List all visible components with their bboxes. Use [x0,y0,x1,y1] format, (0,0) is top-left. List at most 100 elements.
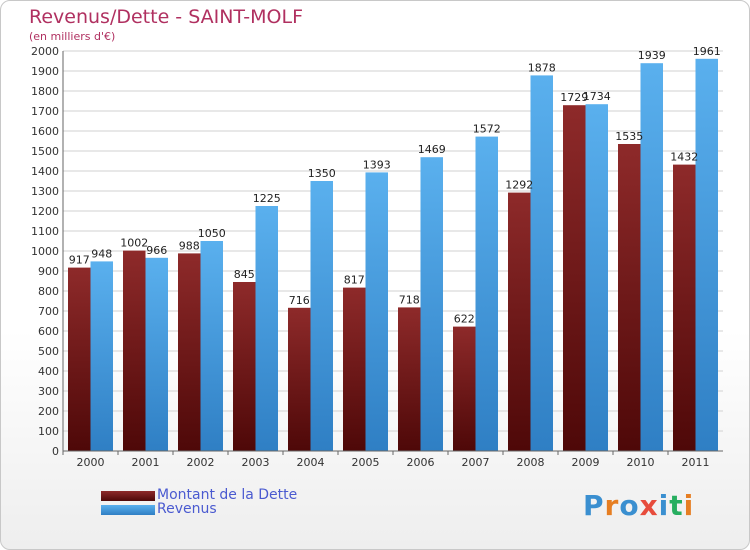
revenus-bar-label: 1393 [363,158,391,171]
debt-bar-label: 622 [454,313,475,326]
axes: 0 100 200 300 400 500 600 700 800 900 1000 1100 1200… [31,45,723,469]
x-tick-label: 2005 [352,456,380,469]
bars [68,58,718,452]
x-tick-label: 2008 [517,456,545,469]
debt-bar [178,253,201,451]
y-tick-label: 200 [38,405,59,418]
debt-bar [233,282,256,451]
revenus-bar [585,104,608,451]
revenus-bar-label: 966 [146,244,167,257]
x-tick-label: 2010 [627,456,655,469]
revenus-bar-label: 1878 [528,61,556,74]
y-tick-label: 1300 [31,185,59,198]
y-tick-label: 1800 [31,85,59,98]
y-tick-label: 1000 [31,245,59,258]
x-tick-label: 2006 [407,456,435,469]
debt-bar [453,326,476,451]
debt-bar-label: 1002 [120,237,148,250]
y-tick-label: 500 [38,345,59,358]
debt-bar [123,250,146,451]
debt-bar [68,267,91,451]
y-tick-label: 1100 [31,225,59,238]
y-tick-label: 1600 [31,125,59,138]
revenus-bar-label: 1961 [693,45,721,58]
debt-bar-label: 817 [344,274,365,287]
y-tick-label: 0 [52,445,59,458]
revenus-bar-label: 1350 [308,167,336,180]
debt-bar [618,144,641,451]
legend-swatch-revenus [101,505,155,515]
revenus-bar [310,181,333,451]
debt-bar [398,307,421,451]
revenus-bar [695,58,718,452]
revenus-bar-label: 1469 [418,143,446,156]
debt-bar-label: 1292 [505,179,533,192]
y-tick-label: 800 [38,285,59,298]
revenus-bar-label: 1572 [473,123,501,136]
x-tick-label: 2002 [187,456,215,469]
y-tick-label: 1200 [31,205,59,218]
revenus-bar [530,75,553,452]
proxiti-logo: Proxiti [583,489,694,522]
revenus-bar [200,241,223,451]
chart-subtitle: (en milliers d'€) [29,30,116,43]
y-tick-label: 900 [38,265,59,278]
revenus-bar-label: 1050 [198,227,226,240]
debt-bar [673,164,696,451]
debt-bar [343,287,366,451]
y-tick-label: 2000 [31,45,59,58]
y-tick-label: 400 [38,365,59,378]
debt-bar [563,105,586,451]
revenus-bar [365,172,388,451]
chart-title: Revenus/Dette - SAINT-MOLF [29,6,304,28]
debt-bar-label: 988 [179,239,200,252]
logo-letter: t [669,489,684,522]
x-tick-label: 2007 [462,456,490,469]
revenus-bar [145,257,168,451]
y-tick-label: 600 [38,325,59,338]
x-tick-label: 2004 [297,456,325,469]
x-tick-label: 2011 [682,456,710,469]
logo-letter: i [658,489,670,522]
revenus-bar [640,63,663,451]
revenus-bar-label: 1939 [638,49,666,62]
debt-bar-label: 1432 [670,151,698,164]
x-tick-label: 2009 [572,456,600,469]
logo-letter: o [619,489,640,522]
debt-bar-label: 716 [289,294,310,307]
revenus-bar [255,206,278,451]
debt-bar [508,192,531,451]
debt-bar-label: 845 [234,268,255,281]
revenus-bar-label: 1734 [583,90,611,103]
logo-letter: x [639,489,659,522]
y-tick-label: 1700 [31,105,59,118]
y-tick-label: 1500 [31,145,59,158]
y-tick-label: 1400 [31,165,59,178]
logo-letter: r [604,489,620,522]
debt-bar [288,307,311,451]
logo-letter: P [583,489,605,522]
debt-bar-label: 1535 [615,130,643,143]
y-tick-label: 100 [38,425,59,438]
y-tick-label: 1900 [31,65,59,78]
revenus-bar [90,261,113,451]
logo-letter: i [683,489,695,522]
y-tick-label: 700 [38,305,59,318]
debt-bar-label: 718 [399,293,420,306]
revenus-bar [420,157,443,451]
x-tick-label: 2001 [132,456,160,469]
y-tick-label: 300 [38,385,59,398]
revenus-bar-label: 1225 [253,192,281,205]
legend-label-revenus: Revenus [157,501,217,517]
x-tick-label: 2000 [77,456,105,469]
revenus-bar [475,136,498,451]
debt-bar-label: 1729 [560,91,588,104]
legend-label-debt: Montant de la Dette [157,487,298,503]
grid-lines [63,50,723,452]
x-tick-label: 2003 [242,456,270,469]
legend-swatch-debt [101,491,155,501]
revenus-bar-label: 948 [91,247,112,260]
